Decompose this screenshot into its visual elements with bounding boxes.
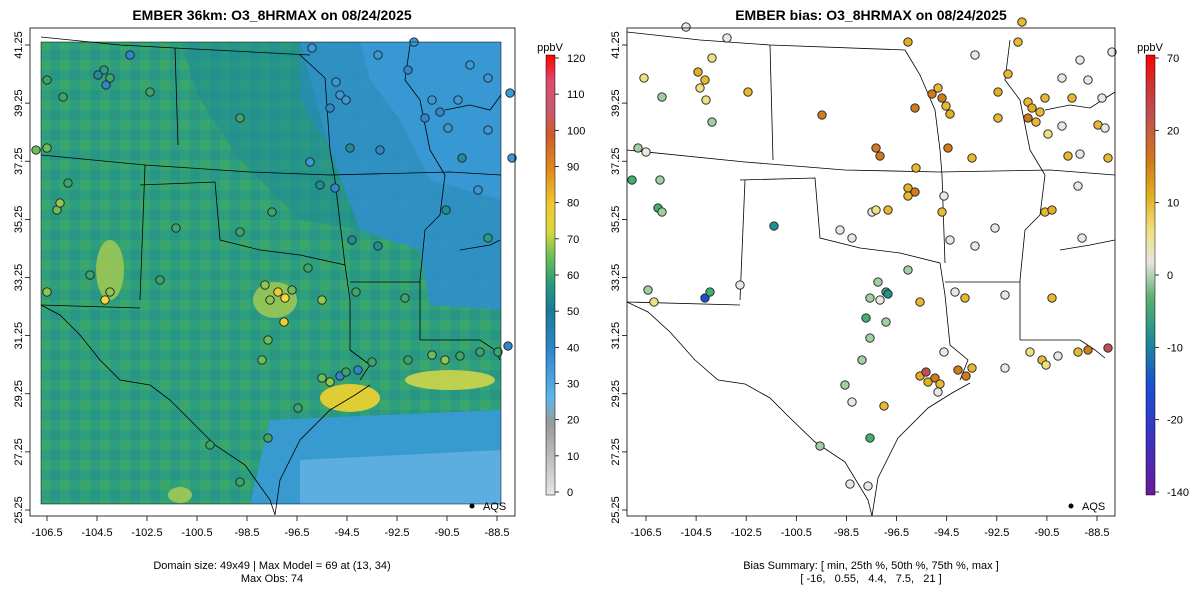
right-footer-line2: [ -16, 0.55, 4.4, 7.5, 21 ]	[800, 573, 941, 585]
x-tick-label: -98.5	[234, 527, 259, 539]
left-footer-line1: Domain size: 49x49 | Max Model = 69 at (…	[153, 560, 390, 572]
x-tick-label: -106.5	[630, 527, 661, 539]
x-tick-label: -88.5	[1084, 527, 1109, 539]
left-stations	[31, 37, 517, 487]
x-tick-label: -96.5	[884, 527, 909, 539]
left-legend-label: AQS	[483, 501, 506, 513]
x-tick-label: -104.5	[81, 527, 112, 539]
colorbar-tick-label: -10	[1167, 342, 1183, 354]
x-tick-label: -106.5	[31, 527, 62, 539]
left-aqs-marker	[469, 503, 475, 509]
x-tick-label: -100.5	[181, 527, 212, 539]
right-axes-box	[626, 27, 1116, 517]
right-y-axis: 41.25 39.25 37.25 35.25 33.25 31.25 29.25 27.25…	[610, 31, 627, 524]
colorbar-tick-label: 50	[567, 306, 579, 318]
colorbar-tick-label: 60	[567, 270, 579, 282]
y-tick-label: 35.25	[13, 206, 25, 234]
x-tick-label: -100.5	[781, 527, 812, 539]
y-tick-label: 41.25	[610, 31, 622, 59]
colorbar-tick-label: 40	[567, 342, 579, 354]
colorbar-tick-label: -20	[1167, 415, 1183, 427]
x-tick-label: -104.5	[681, 527, 712, 539]
left-colorbar-unit: ppbV	[537, 42, 563, 54]
y-tick-label: 33.25	[13, 264, 25, 292]
colorbar-tick-label: 90	[567, 162, 579, 174]
y-tick-label: 35.25	[610, 206, 622, 234]
y-tick-label: 37.25	[610, 147, 622, 175]
right-colorbar	[1145, 54, 1156, 496]
right-stations	[627, 17, 1117, 491]
x-tick-label: -92.5	[384, 527, 409, 539]
left-x-axis: -106.5 -104.5 -102.5 -100.5 -98.5 -96.5 -94.5 -…	[31, 516, 510, 539]
colorbar-tick-label: 30	[567, 379, 579, 391]
x-tick-label: -90.5	[434, 527, 459, 539]
x-tick-label: -98.5	[834, 527, 859, 539]
left-plot-frame	[40, 41, 502, 505]
colorbar-tick-label: 70	[1167, 53, 1179, 65]
x-tick-label: -94.5	[334, 527, 359, 539]
colorbar-tick-label: 80	[567, 198, 579, 210]
y-tick-label: 27.25	[13, 438, 25, 466]
right-colorbar-ticks: 70 20 10 0 -10 -20 -140	[1155, 53, 1189, 499]
y-tick-label: 33.25	[610, 264, 622, 292]
right-legend-label: AQS	[1082, 501, 1105, 513]
right-footer-line1: Bias Summary: [ min, 25th %, 50th %, 75t…	[743, 560, 999, 572]
y-tick-label: 29.25	[13, 380, 25, 408]
x-tick-label: -96.5	[284, 527, 309, 539]
right-aqs-marker	[1068, 503, 1074, 509]
y-tick-label: 31.25	[13, 322, 25, 350]
y-tick-label: 37.25	[13, 147, 25, 175]
colorbar-tick-label: 0	[567, 487, 573, 499]
left-y-axis: 41.25 39.25 37.25 35.25 33.25 31.25 29.25 27.25…	[13, 31, 30, 524]
y-tick-label: 39.25	[13, 89, 25, 117]
colorbar-tick-label: 110	[567, 89, 585, 101]
y-tick-label: 25.25	[13, 496, 25, 524]
x-tick-label: -90.5	[1034, 527, 1059, 539]
left-axes-box	[29, 27, 516, 517]
right-x-axis: -106.5 -104.5 -102.5 -100.5 -98.5 -96.5 -94.5 -…	[630, 516, 1110, 539]
colorbar-tick-label: 100	[567, 125, 585, 137]
right-title: EMBER bias: O3_8HRMAX on 08/24/2025	[735, 7, 1007, 23]
y-tick-label: 41.25	[13, 31, 25, 59]
right-colorbar-unit: ppbV	[1137, 42, 1163, 54]
x-tick-label: -102.5	[731, 527, 762, 539]
colorbar-tick-label: 70	[567, 234, 579, 246]
y-tick-label: 25.25	[610, 496, 622, 524]
colorbar-tick-label: 20	[1167, 125, 1179, 137]
colorbar-tick-label: 20	[567, 415, 579, 427]
y-tick-label: 29.25	[610, 380, 622, 408]
y-tick-label: 39.25	[610, 89, 622, 117]
left-title: EMBER 36km: O3_8HRMAX on 08/24/2025	[132, 7, 412, 23]
right-boundaries	[626, 31, 1116, 517]
x-tick-label: -102.5	[131, 527, 162, 539]
colorbar-tick-label: 10	[567, 451, 579, 463]
y-tick-label: 27.25	[610, 438, 622, 466]
colorbar-tick-label: 10	[1167, 198, 1179, 210]
x-tick-label: -92.5	[984, 527, 1009, 539]
x-tick-label: -88.5	[484, 527, 509, 539]
colorbar-tick-label: -140	[1167, 487, 1189, 499]
colorbar-tick-label: 0	[1167, 270, 1173, 282]
y-tick-label: 31.25	[610, 322, 622, 350]
x-tick-label: -94.5	[934, 527, 959, 539]
colorbar-tick-label: 120	[567, 53, 585, 65]
left-colorbar	[545, 54, 556, 496]
left-footer-line2: Max Obs: 74	[241, 573, 303, 585]
